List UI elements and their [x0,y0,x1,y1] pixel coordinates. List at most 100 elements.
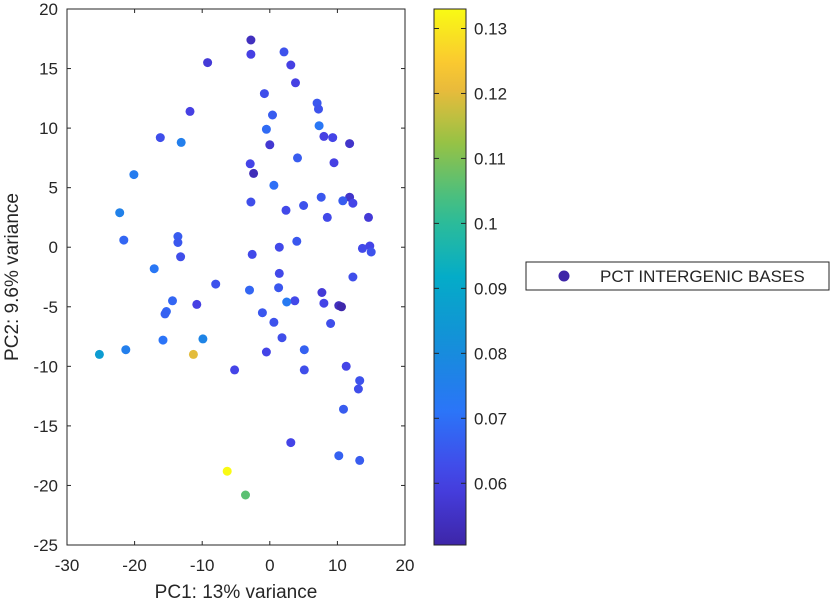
data-point [274,242,284,252]
data-point [241,490,250,500]
data-point [299,201,309,210]
data-point [176,137,186,147]
data-point [176,252,186,262]
data-point [355,455,365,465]
data-point [286,438,296,448]
data-point [291,78,300,88]
colorbar-tick-label: 0.06 [474,474,507,493]
colorbar-tick-label: 0.12 [474,84,507,103]
data-point [188,349,198,359]
data-point [269,180,279,190]
data-point [328,133,338,143]
colorbar-tick-label: 0.07 [474,409,507,428]
y-axis-label: PC2: 9.6% variance [2,193,23,361]
data-point [259,89,269,99]
colorbar-tick-label: 0.11 [474,149,506,168]
x-axis-ticks: -30 -20 -10 0 10 20 [55,9,415,575]
data-point [348,198,358,208]
y-tick-label: -5 [43,298,58,317]
data-point [334,451,344,461]
data-point [314,104,323,114]
colorbar-ticks: 0.06 0.07 0.08 0.09 0.1 0.11 0.12 0.13 [434,19,507,493]
data-point [249,168,259,178]
x-axis-label: PC1: 13% variance [155,582,318,601]
data-point [286,60,296,70]
data-point [290,296,300,306]
data-point [173,238,183,247]
data-point [257,308,267,318]
x-tick-label: 10 [328,556,347,575]
y-axis-ticks: -25 -20 -15 -10 -5 0 5 10 15 20 [33,0,405,555]
data-point [274,268,284,278]
data-point [319,131,329,141]
data-point [348,272,358,282]
y-tick-label: -15 [33,417,58,436]
data-point [198,334,208,344]
data-point [230,365,240,375]
colorbar-tick-label: 0.08 [474,344,507,363]
data-point [246,197,256,207]
data-point [319,298,329,308]
data-point [316,192,326,202]
legend: PCT INTERGENIC BASES [525,261,830,291]
x-tick-label: 0 [265,556,274,575]
legend-entry-label: PCT INTERGENIC BASES [600,267,805,286]
data-point [299,345,309,355]
data-point [203,58,213,68]
x-tick-label: -10 [190,556,215,575]
data-point [345,139,355,149]
data-point [339,404,348,414]
data-point [292,236,302,246]
data-point [268,110,277,120]
data-point [299,365,309,375]
data-point [337,302,346,312]
data-point [129,170,139,180]
data-point [192,299,202,309]
data-point [115,208,125,218]
data-point [265,140,275,150]
data-point [211,279,221,289]
x-tick-label: -30 [55,556,80,575]
legend-box [525,261,830,291]
data-point [269,317,279,327]
data-point [168,296,177,306]
data-point [277,333,287,343]
data-point [317,288,327,297]
y-tick-label: 15 [39,60,58,79]
data-point [160,309,170,319]
y-tick-label: 5 [49,179,58,198]
data-point [119,235,129,245]
data-point [246,35,256,45]
data-point [261,124,271,134]
y-tick-label: -10 [33,357,58,376]
data-point [293,153,302,163]
data-point [366,247,376,257]
data-point [279,47,289,57]
y-tick-label: 10 [39,119,58,138]
x-tick-label: 20 [396,556,415,575]
data-point [158,335,168,345]
data-point [353,384,363,394]
data-point [329,158,339,168]
y-tick-label: -20 [33,476,58,495]
data-point [322,212,332,222]
data-point [338,196,348,206]
data-point [314,121,324,131]
x-tick-label: -20 [122,556,147,575]
data-point [149,264,159,274]
data-point [341,361,351,371]
y-tick-label: 0 [49,238,58,257]
data-point [357,243,367,253]
data-point [245,159,255,169]
data-point [364,212,373,222]
colorbar [433,8,467,546]
data-points [94,35,376,500]
data-point [155,133,165,143]
data-point [274,283,284,293]
colorbar-tick-label: 0.13 [474,19,507,38]
data-point [261,347,271,357]
colorbar-tick-label: 0.09 [474,279,507,298]
data-point [355,376,365,386]
data-point [121,345,131,355]
